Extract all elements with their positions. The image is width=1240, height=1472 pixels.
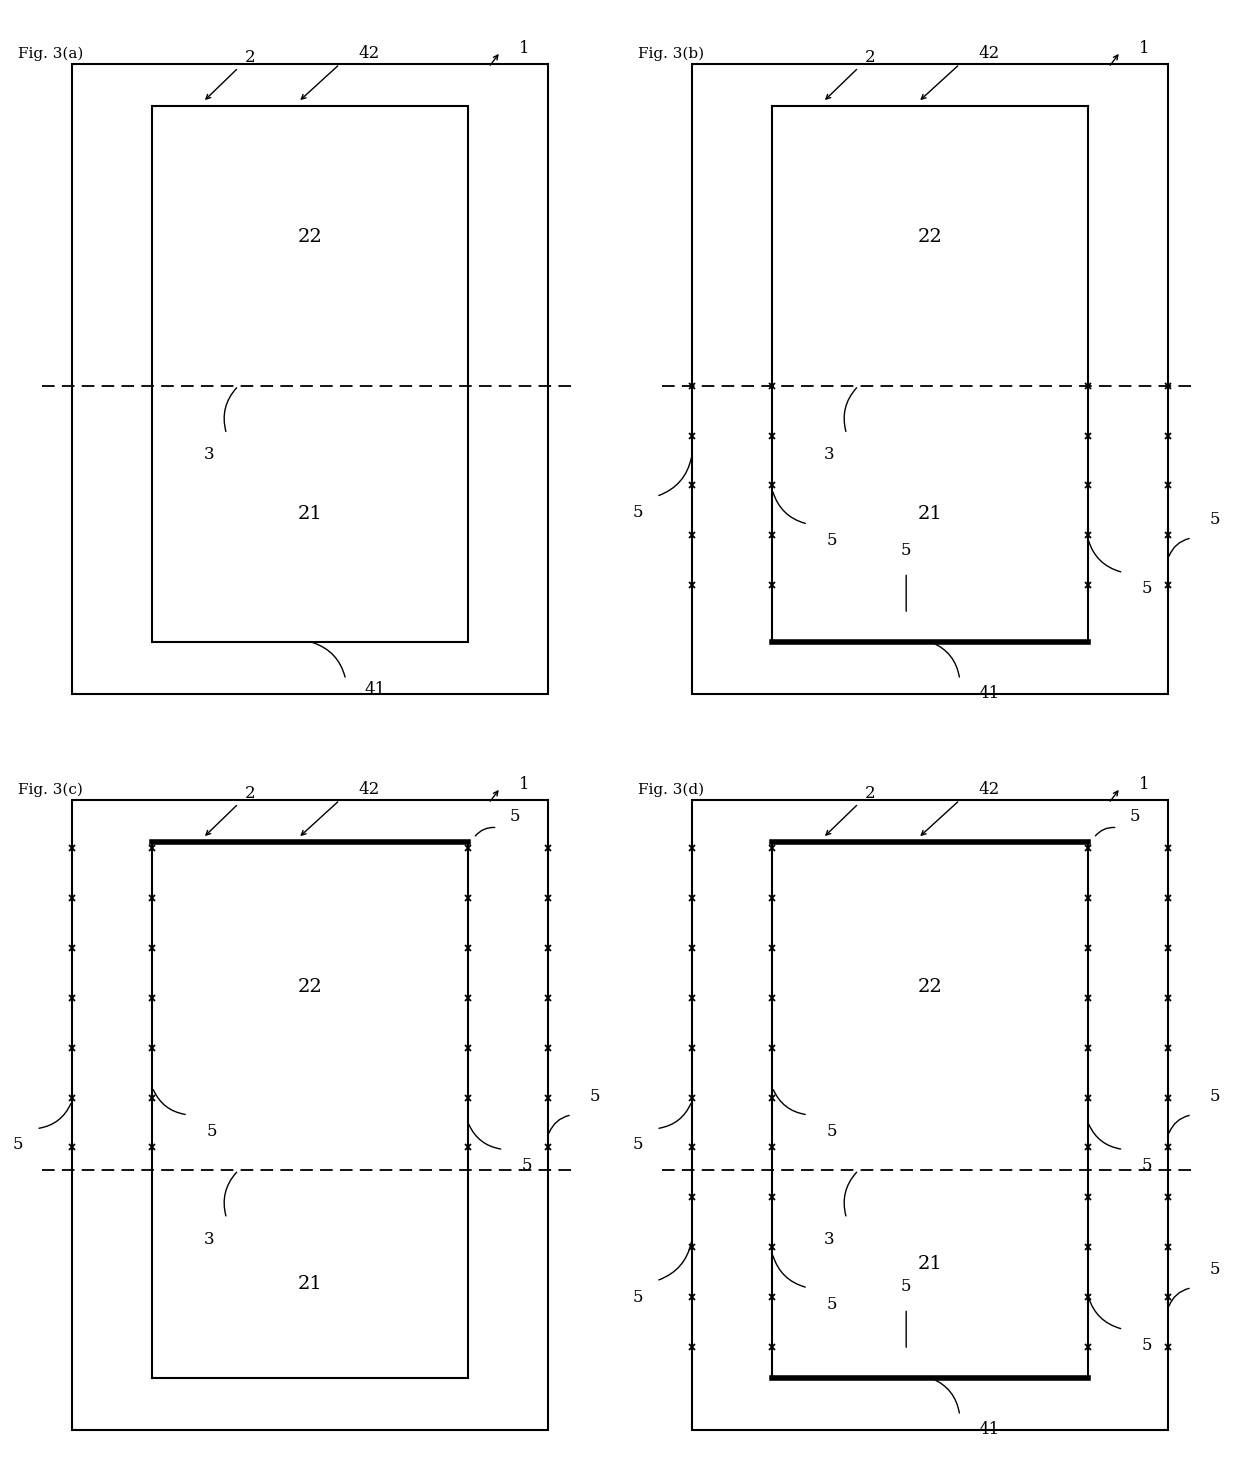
Text: 22: 22 [298, 977, 322, 997]
Text: 3: 3 [203, 446, 215, 464]
Text: 3: 3 [823, 446, 835, 464]
Text: 42: 42 [358, 782, 381, 798]
Text: 41: 41 [365, 680, 386, 698]
Text: 5: 5 [634, 1136, 644, 1154]
Text: 2: 2 [246, 785, 255, 802]
Text: 22: 22 [298, 228, 322, 246]
Text: 5: 5 [14, 1136, 24, 1154]
Text: 5: 5 [1210, 1262, 1220, 1278]
Text: 1: 1 [520, 776, 529, 793]
Text: 2: 2 [866, 785, 875, 802]
Text: 1: 1 [520, 40, 529, 57]
Text: 22: 22 [918, 228, 942, 246]
Text: 22: 22 [918, 977, 942, 997]
Bar [72, 801, 548, 1429]
Bar [692, 65, 1168, 693]
Text: 42: 42 [978, 782, 1001, 798]
Text: 42: 42 [358, 46, 381, 62]
Bar [692, 801, 1168, 1429]
Text: 5: 5 [634, 1288, 644, 1306]
Text: 5: 5 [1142, 1337, 1152, 1354]
Text: 3: 3 [203, 1231, 215, 1248]
Text: 21: 21 [918, 505, 942, 523]
Text: 5: 5 [510, 808, 521, 824]
Text: Fig. 3(b): Fig. 3(b) [639, 47, 704, 62]
Text: 1: 1 [1140, 40, 1149, 57]
Bar [72, 65, 548, 693]
Text: 5: 5 [590, 1088, 600, 1105]
Text: 2: 2 [866, 49, 875, 66]
Text: 21: 21 [918, 1254, 942, 1273]
Text: Fig. 3(a): Fig. 3(a) [19, 47, 84, 62]
Text: 2: 2 [246, 49, 255, 66]
Text: 5: 5 [827, 531, 837, 549]
Text: 5: 5 [1210, 1088, 1220, 1105]
Text: 21: 21 [298, 1275, 322, 1294]
Text: 3: 3 [823, 1231, 835, 1248]
Bar [153, 106, 467, 642]
Text: 42: 42 [978, 46, 1001, 62]
Text: 1: 1 [1140, 776, 1149, 793]
Text: 5: 5 [207, 1123, 217, 1139]
Text: 41: 41 [978, 1420, 1001, 1438]
Text: 5: 5 [1142, 1157, 1152, 1175]
Text: 5: 5 [634, 505, 644, 521]
Text: 5: 5 [522, 1157, 532, 1175]
Text: 21: 21 [298, 505, 322, 523]
Text: 5: 5 [827, 1123, 837, 1139]
Text: 5: 5 [901, 1278, 911, 1295]
Text: 5: 5 [901, 542, 911, 559]
Text: 5: 5 [827, 1295, 837, 1313]
Text: 5: 5 [1210, 511, 1220, 528]
Text: 5: 5 [1142, 580, 1152, 598]
Text: 5: 5 [1130, 808, 1141, 824]
Text: 41: 41 [978, 684, 1001, 702]
Text: Fig. 3(c): Fig. 3(c) [19, 783, 83, 798]
Text: Fig. 3(d): Fig. 3(d) [639, 783, 704, 798]
